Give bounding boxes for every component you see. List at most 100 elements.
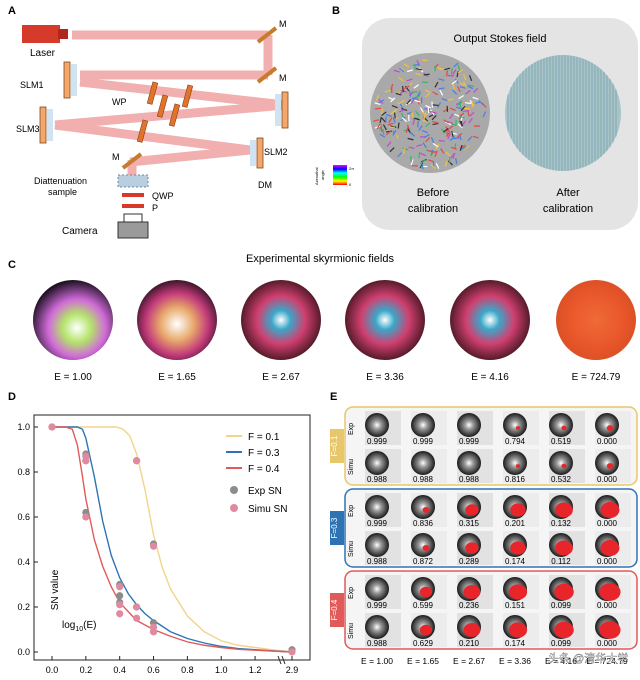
stokes-mark (425, 92, 431, 98)
stokes-mark (450, 67, 453, 74)
stokes-mark (391, 108, 398, 114)
stokes-mark (390, 125, 397, 128)
stokes-mark (409, 131, 415, 137)
stokes-mark (373, 119, 380, 122)
panel-e: E F=0.1 Exp 0.999 0.999 0.999 0.794 0.519 0.000… (330, 391, 638, 666)
sphere-image (595, 451, 619, 475)
e-column-label: E = 1.65 (407, 656, 439, 666)
stokes-mark (457, 68, 464, 74)
stokes-mark (445, 131, 451, 138)
stokes-mark (406, 99, 411, 105)
stokes-mark (407, 137, 414, 141)
skyrmion-e-label: E = 1.00 (54, 372, 92, 383)
stokes-mark (457, 86, 461, 92)
sn-value: 0.988 (367, 557, 388, 566)
stokes-mark (451, 130, 454, 138)
x-tick-label: 1.0 (215, 665, 228, 675)
legend-label: F = 0.1 (248, 432, 280, 443)
stokes-mark (381, 111, 387, 117)
stokes-mark (436, 102, 442, 109)
stokes-mark (410, 98, 415, 105)
sphere-image (549, 413, 573, 437)
sn-value: 0.000 (597, 519, 618, 528)
stokes-mark (406, 69, 414, 73)
slm1-icon (63, 61, 77, 99)
stokes-mark (465, 89, 471, 95)
stokes-mark (461, 146, 468, 150)
camera-icon (117, 213, 149, 239)
stokes-mark (393, 112, 396, 119)
stokes-mark (459, 144, 463, 151)
stokes-mark (381, 117, 387, 123)
panel-a: A Laser M M M SLM1 (8, 5, 289, 239)
red-region (463, 622, 481, 638)
stokes-mark (451, 80, 458, 85)
red-region (508, 584, 528, 600)
stokes-mark (425, 104, 432, 109)
legend-swatch (230, 504, 238, 512)
sn-value: 0.836 (413, 519, 434, 528)
sn-value: 0.988 (367, 639, 388, 648)
stokes-mark (473, 87, 479, 93)
x-tick-label: 1.2 (249, 665, 262, 675)
stokes-mark (445, 151, 451, 157)
stokes-mark (391, 105, 398, 109)
y-tick-label: 0.2 (17, 602, 30, 612)
stokes-mark (460, 114, 464, 122)
sphere-image (457, 451, 481, 475)
sn-value: 0.988 (367, 475, 388, 484)
stokes-mark (449, 107, 456, 112)
stokes-mark (402, 147, 409, 151)
sn-value: 0.000 (597, 437, 618, 446)
stokes-mark (389, 147, 395, 153)
stokes-mark (421, 163, 424, 170)
stokes-mark (435, 162, 440, 169)
stokes-mark (449, 136, 456, 141)
sphere-image (365, 533, 389, 557)
stokes-mark (450, 122, 457, 127)
sn-value: 0.132 (551, 519, 572, 528)
stokes-mark (379, 133, 386, 138)
stokes-mark (399, 67, 406, 73)
legend-label: F = 0.3 (248, 448, 280, 459)
stokes-mark (421, 59, 428, 62)
stokes-mark (441, 97, 448, 102)
red-region (555, 540, 573, 556)
stokes-mark (405, 101, 412, 106)
after-calibration-pattern (507, 55, 617, 171)
stokes-mark (430, 137, 435, 144)
group-f-badge (330, 511, 344, 545)
mirror-icon (121, 152, 143, 170)
sn-point-simu-sn (48, 423, 56, 431)
sn-value: 0.000 (597, 601, 618, 610)
stokes-mark (401, 112, 405, 119)
red-region (561, 425, 567, 431)
stokes-mark (434, 81, 439, 88)
sn-value: 0.872 (413, 557, 434, 566)
stokes-mark (393, 69, 400, 73)
sphere-image (365, 577, 389, 601)
stokes-mark (435, 65, 442, 71)
stokes-mark (404, 85, 410, 92)
sn-point-simu-sn (82, 457, 90, 465)
stokes-mark (390, 83, 394, 90)
sphere-image (503, 451, 527, 475)
stokes-mark (402, 148, 406, 155)
stokes-mark (447, 74, 454, 77)
stokes-mark (440, 148, 445, 154)
sn-value: 0.151 (505, 601, 526, 610)
stokes-mark (443, 127, 449, 133)
before-calibration-disc (370, 53, 490, 173)
skyrmion-e-label: E = 724.79 (572, 372, 621, 383)
stokes-mark (472, 135, 479, 139)
stokes-mark (464, 145, 470, 150)
stokes-mark (458, 82, 465, 86)
stokes-mark (379, 116, 382, 123)
stokes-mark (481, 102, 487, 108)
stokes-mark (410, 155, 412, 162)
stokes-mark (447, 98, 454, 101)
stokes-mark (413, 84, 420, 89)
stokes-mark (401, 86, 404, 93)
stokes-mark (448, 125, 454, 130)
x-tick-label: 0.6 (147, 665, 160, 675)
